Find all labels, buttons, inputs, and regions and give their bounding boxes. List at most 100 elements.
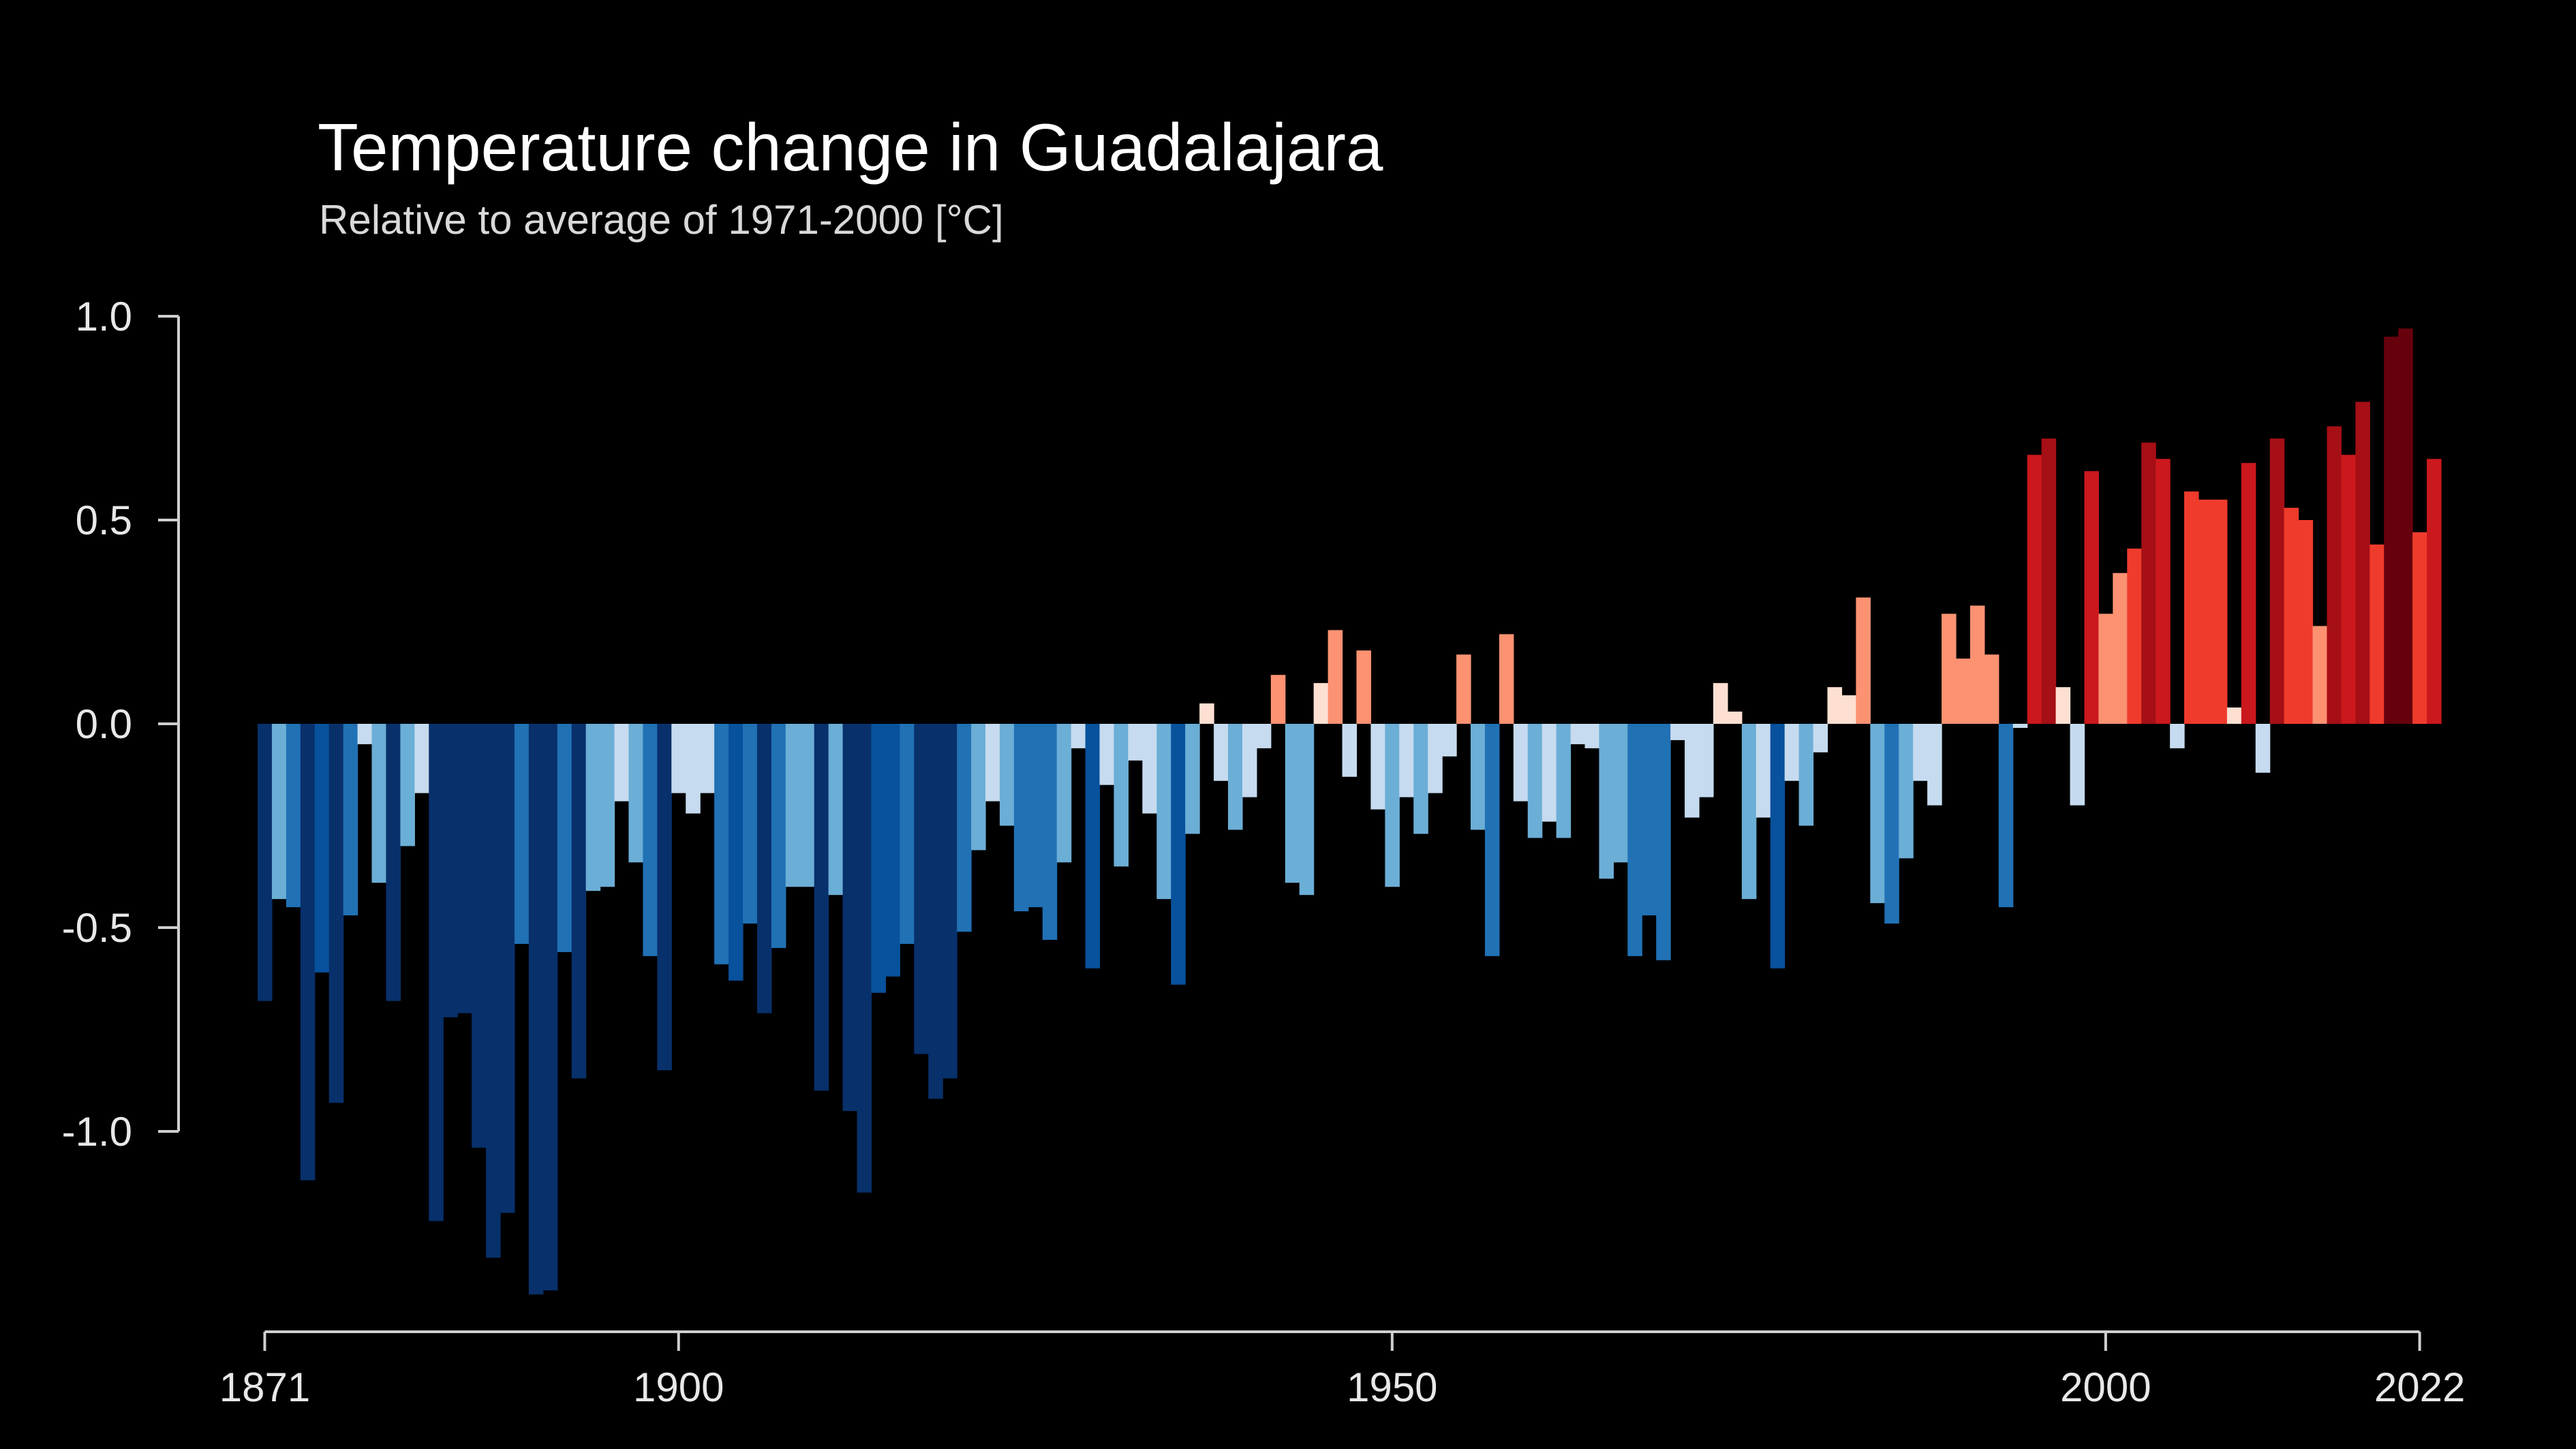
bar-1995 xyxy=(2027,455,2042,724)
bar-2015 xyxy=(2312,626,2328,724)
x-tick-label: 1871 xyxy=(219,1364,310,1410)
bar-1922 xyxy=(985,724,1000,802)
bar-2023 xyxy=(2427,459,2442,724)
bar-1969 xyxy=(1656,724,1671,960)
x-tick-label: 1950 xyxy=(1347,1364,1437,1410)
y-tick-label: 0.0 xyxy=(76,701,132,747)
bar-1971 xyxy=(1685,724,1700,818)
bar-1880 xyxy=(386,724,401,1001)
bar-1905 xyxy=(743,724,758,924)
bar-1888 xyxy=(500,724,515,1213)
bar-1965 xyxy=(1599,724,1614,879)
bar-1985 xyxy=(1884,724,1899,924)
bar-1873 xyxy=(286,724,301,908)
bar-1991 xyxy=(1969,605,1985,724)
bar-2018 xyxy=(2355,401,2370,724)
bar-1884 xyxy=(443,724,458,1018)
y-tick-label: 0.5 xyxy=(76,498,132,543)
bar-1903 xyxy=(714,724,729,964)
bar-1951 xyxy=(1399,724,1414,797)
bar-1889 xyxy=(514,724,530,944)
bar-1907 xyxy=(771,724,786,948)
bar-2001 xyxy=(2113,573,2128,724)
bar-1871 xyxy=(258,724,273,1001)
bar-1939 xyxy=(1228,724,1243,830)
bar-2016 xyxy=(2327,426,2342,724)
bar-1974 xyxy=(1727,712,1743,724)
bar-2002 xyxy=(2127,548,2142,724)
bar-1897 xyxy=(628,724,644,863)
bar-1928 xyxy=(1071,724,1086,748)
bar-1901 xyxy=(686,724,701,814)
bar-1874 xyxy=(300,724,316,1180)
bar-1978 xyxy=(1784,724,1800,781)
bar-1926 xyxy=(1042,724,1058,940)
bar-1956 xyxy=(1471,724,1486,830)
bar-1927 xyxy=(1056,724,1072,863)
bar-2012 xyxy=(2269,438,2285,724)
bar-1983 xyxy=(1856,597,1871,724)
bar-2006 xyxy=(2184,491,2199,724)
bar-1964 xyxy=(1584,724,1600,748)
bar-1987 xyxy=(1913,724,1928,781)
bar-1925 xyxy=(1028,724,1043,908)
bar-1898 xyxy=(643,724,658,956)
bar-1952 xyxy=(1413,724,1428,834)
bar-2020 xyxy=(2384,336,2399,724)
x-tick-label: 1900 xyxy=(633,1364,724,1410)
x-tick-label: 2022 xyxy=(2374,1364,2465,1410)
bar-1946 xyxy=(1328,630,1343,724)
bar-1878 xyxy=(357,724,373,744)
bar-1996 xyxy=(2041,438,2057,724)
bar-2005 xyxy=(2170,724,2185,748)
bar-1966 xyxy=(1613,724,1628,863)
bar-1948 xyxy=(1356,650,1372,724)
bar-2004 xyxy=(2156,459,2171,724)
y-axis: 1.0 0.5 0.0 -0.5 -1.0 xyxy=(62,294,180,1155)
bars-group xyxy=(258,328,2442,1295)
bar-1986 xyxy=(1899,724,1914,859)
bar-1887 xyxy=(486,724,501,1258)
bar-1941 xyxy=(1256,724,1272,748)
bar-1975 xyxy=(1741,724,1757,900)
bar-1944 xyxy=(1299,724,1315,896)
bar-1954 xyxy=(1442,724,1457,757)
bar-1962 xyxy=(1556,724,1571,838)
bar-1998 xyxy=(2070,724,2085,806)
bar-1921 xyxy=(971,724,986,851)
y-tick-label: -0.5 xyxy=(62,905,132,951)
bar-1919 xyxy=(942,724,957,1079)
bar-1993 xyxy=(1998,724,2014,908)
bar-1930 xyxy=(1099,724,1115,785)
bar-1923 xyxy=(999,724,1015,826)
bar-1918 xyxy=(928,724,943,1099)
bar-1958 xyxy=(1499,634,1514,724)
bar-1915 xyxy=(885,724,900,977)
chart-subtitle: Relative to average of 1971-2000 [°C] xyxy=(319,197,1004,243)
bar-1932 xyxy=(1128,724,1143,761)
bar-1908 xyxy=(785,724,801,887)
bar-2013 xyxy=(2284,508,2299,724)
y-tick-label: -1.0 xyxy=(62,1109,132,1155)
bar-2019 xyxy=(2370,544,2385,724)
bar-1914 xyxy=(871,724,887,993)
bar-1963 xyxy=(1570,724,1586,744)
bar-1999 xyxy=(2084,471,2100,724)
bar-2017 xyxy=(2341,455,2356,724)
bar-2014 xyxy=(2298,520,2314,724)
bar-1977 xyxy=(1770,724,1785,968)
y-tick-label: 1.0 xyxy=(76,294,132,339)
bar-1938 xyxy=(1214,724,1229,781)
bar-1943 xyxy=(1285,724,1300,883)
bar-1879 xyxy=(371,724,387,883)
bar-1904 xyxy=(729,724,743,981)
bar-1896 xyxy=(614,724,630,802)
bar-1886 xyxy=(472,724,487,1148)
bar-1982 xyxy=(1841,695,1857,724)
bar-2003 xyxy=(2141,442,2156,724)
bar-1937 xyxy=(1199,703,1214,724)
bar-1911 xyxy=(828,724,844,896)
bar-1910 xyxy=(814,724,829,1091)
bar-1994 xyxy=(2012,724,2028,728)
